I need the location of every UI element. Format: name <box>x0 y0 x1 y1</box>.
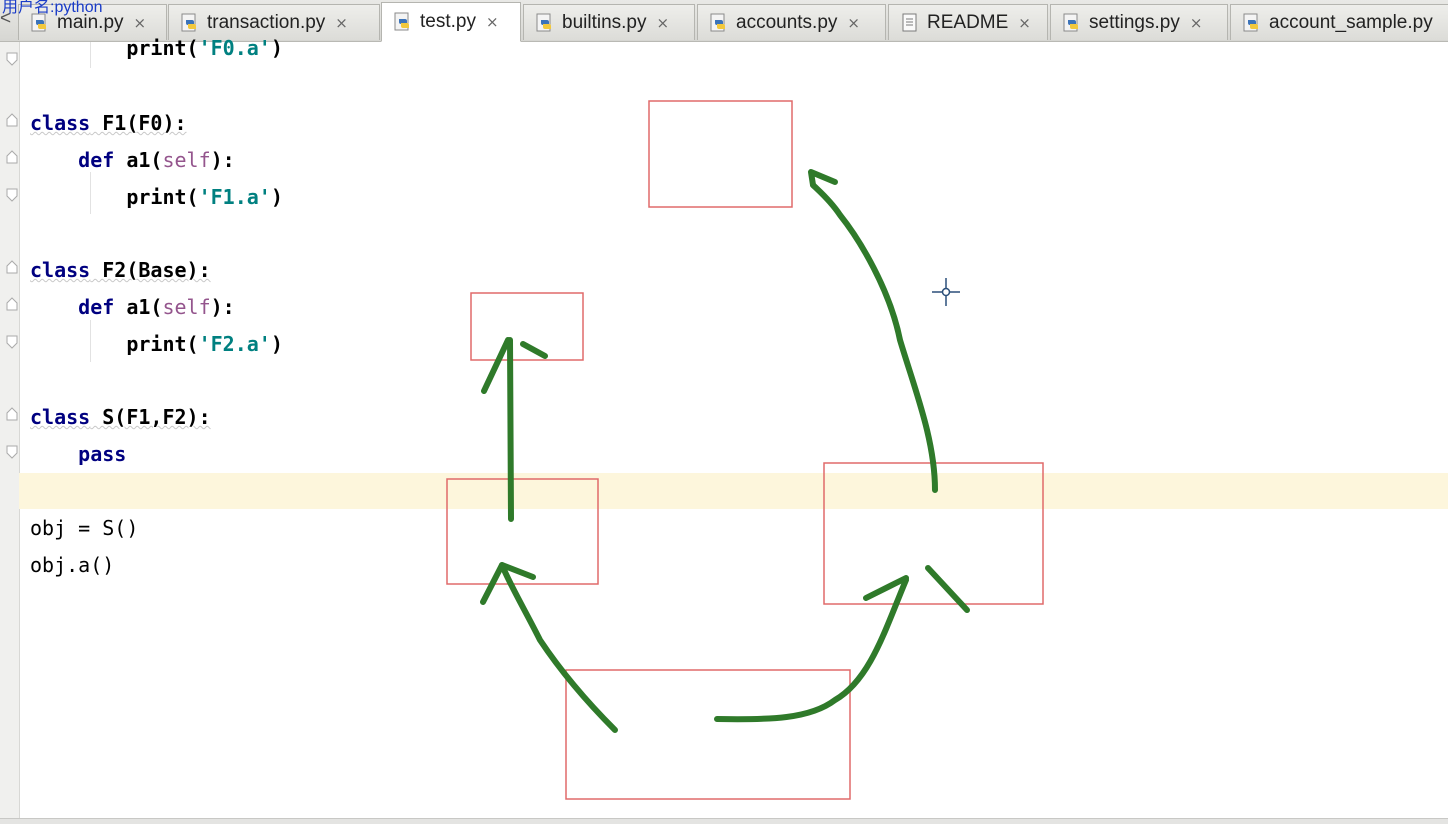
code-line[interactable]: obj = S() <box>30 516 139 540</box>
editor-tab-bar: < main.py × transaction.py × <box>0 0 1448 42</box>
tab-close-icon[interactable]: × <box>133 13 147 32</box>
tab-close-icon[interactable]: × <box>847 13 860 32</box>
tab-close-icon[interactable]: × <box>335 13 348 32</box>
indent-guide <box>90 320 91 362</box>
python-file-icon <box>394 12 409 31</box>
code-line[interactable]: class F2(Base): <box>30 258 211 282</box>
python-file-icon <box>536 13 551 31</box>
current-line-highlight <box>19 473 1448 509</box>
tab-accounts-py[interactable]: accounts.py × <box>697 4 886 40</box>
code-editor[interactable]: print('F0.a') class F1(F0): def a1(self)… <box>0 36 1448 818</box>
tab-close-icon[interactable]: × <box>656 13 670 32</box>
indent-guide <box>90 42 91 68</box>
editor-gutter <box>0 42 20 818</box>
code-line[interactable]: obj.a() <box>30 553 115 577</box>
tab-scroll-left[interactable]: < <box>0 8 12 29</box>
tab-main-py[interactable]: main.py × <box>18 4 167 40</box>
python-file-icon <box>1243 13 1258 31</box>
tab-label: accounts.py <box>736 11 838 33</box>
fold-start-icon[interactable] <box>6 260 18 274</box>
tab-close-icon[interactable]: × <box>485 13 499 31</box>
fold-end-icon[interactable] <box>6 445 18 459</box>
tab-settings-py[interactable]: settings.py × <box>1050 4 1228 40</box>
fold-end-icon[interactable] <box>6 188 18 202</box>
tab-label: settings.py <box>1089 11 1180 33</box>
tab-close-icon[interactable]: × <box>1189 13 1203 32</box>
tab-readme[interactable]: README × <box>888 4 1048 40</box>
code-line[interactable]: class F1(F0): <box>30 111 187 135</box>
indent-guide <box>90 172 91 214</box>
fold-start-icon[interactable] <box>6 150 18 164</box>
tab-label: main.py <box>57 11 124 33</box>
code-line[interactable]: def a1(self): <box>78 148 235 172</box>
tab-label: account_sample.py <box>1269 11 1433 33</box>
python-file-icon <box>181 13 196 31</box>
code-line[interactable]: print('F1.a') <box>126 185 283 209</box>
fold-start-icon[interactable] <box>6 113 18 127</box>
tab-label: transaction.py <box>207 11 326 33</box>
text-file-icon <box>902 13 917 31</box>
python-file-icon <box>1063 13 1078 31</box>
tab-label: README <box>927 11 1009 33</box>
code-line[interactable]: def a1(self): <box>78 295 235 319</box>
tab-transaction-py[interactable]: transaction.py × <box>168 4 380 40</box>
tab-account-sample-py[interactable]: account_sample.py <box>1230 4 1448 40</box>
fold-end-icon[interactable] <box>6 335 18 349</box>
code-line[interactable]: print('F0.a') <box>126 36 283 60</box>
fold-start-icon[interactable] <box>6 297 18 311</box>
python-file-icon <box>31 13 46 31</box>
fold-end-icon[interactable] <box>6 52 18 66</box>
python-file-icon <box>710 13 725 31</box>
tab-close-icon[interactable]: × <box>1018 13 1031 32</box>
code-line[interactable]: print('F2.a') <box>126 332 283 356</box>
code-line[interactable]: class S(F1,F2): <box>30 405 211 429</box>
editor-bottom-border <box>0 818 1448 824</box>
code-line[interactable]: pass <box>78 442 127 466</box>
fold-start-icon[interactable] <box>6 407 18 421</box>
tab-label: test.py <box>420 11 476 32</box>
tab-builtins-py[interactable]: builtins.py × <box>523 4 695 40</box>
watermark-text: 用户名:python <box>2 0 103 16</box>
tab-label: builtins.py <box>562 11 647 33</box>
tab-test-py[interactable]: test.py × <box>381 2 521 42</box>
